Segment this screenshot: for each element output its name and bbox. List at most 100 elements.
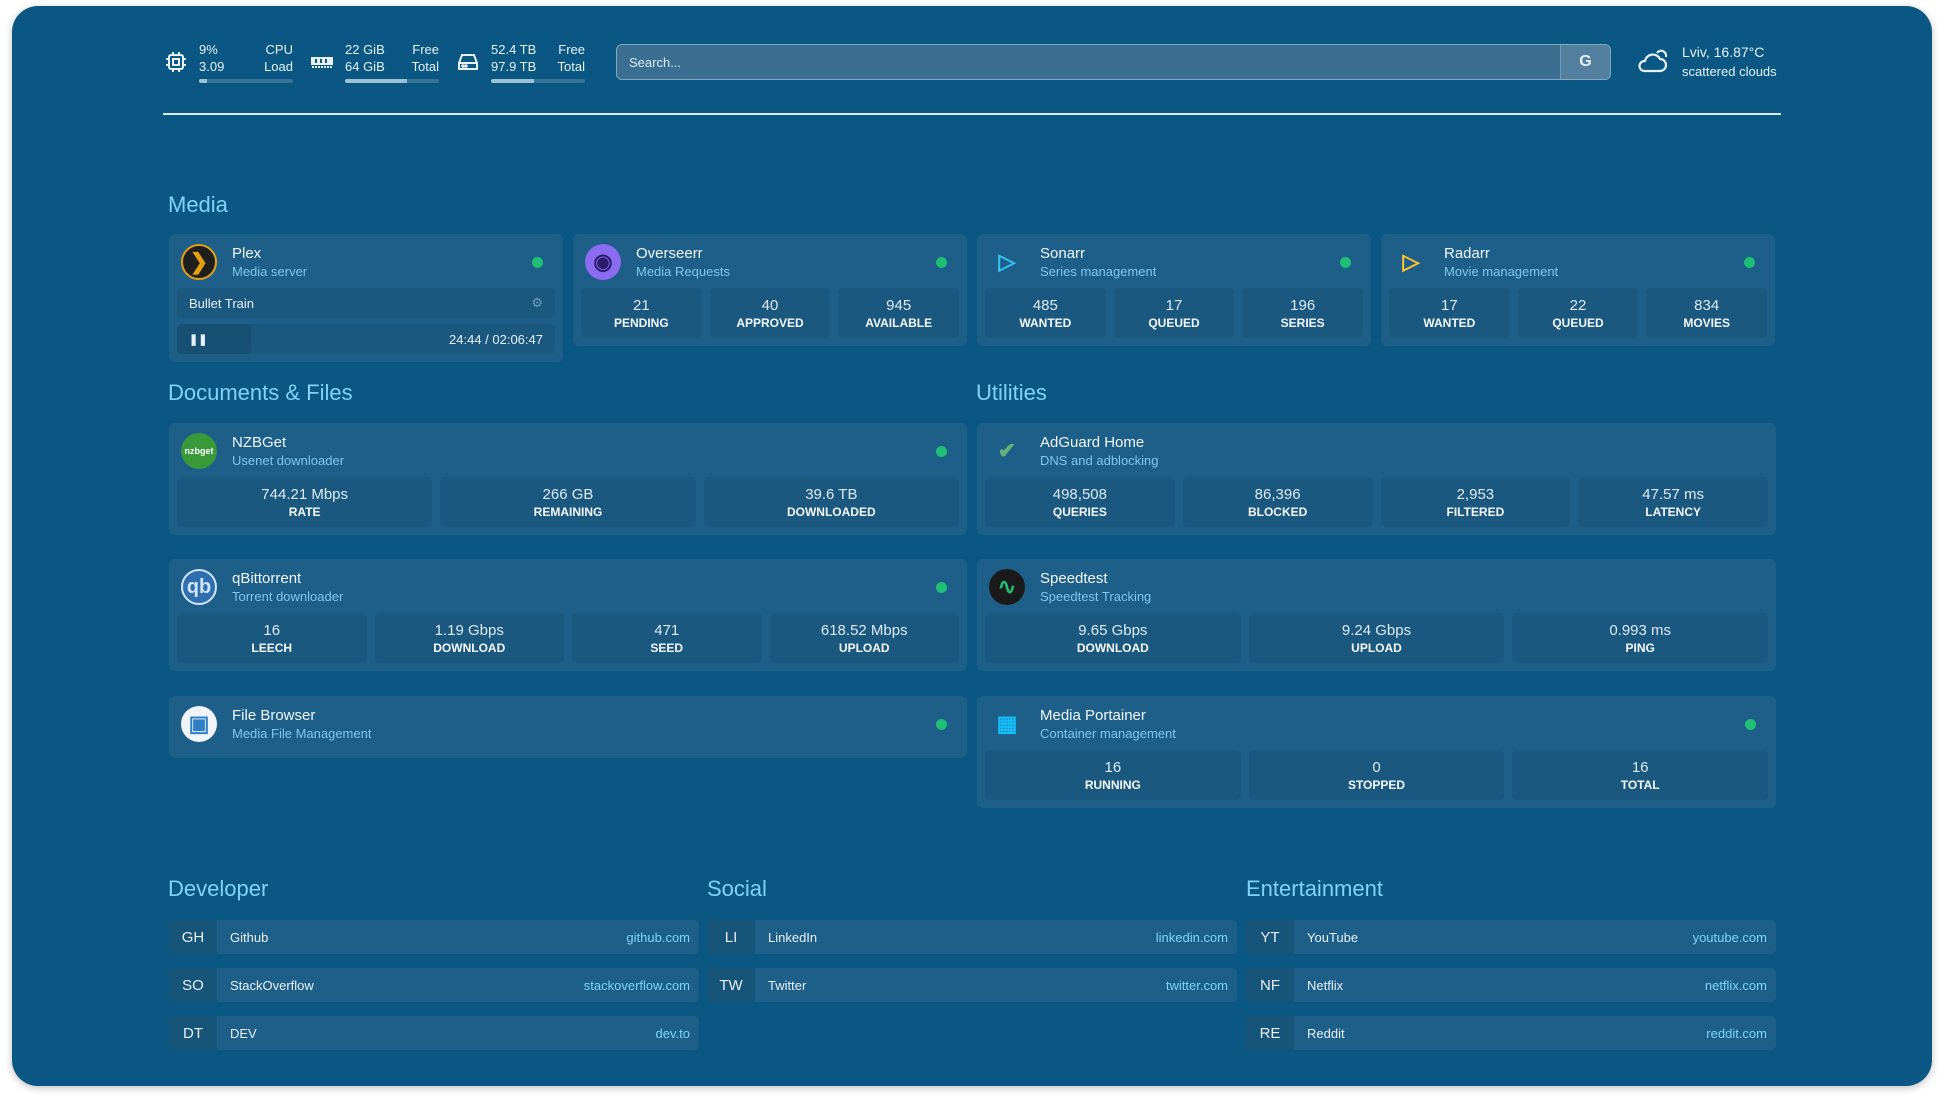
- stat-label: RATE: [288, 504, 321, 519]
- bookmark-name: Twitter: [768, 977, 807, 993]
- bookmark-netflix[interactable]: NF Netflix netflix.com: [1246, 968, 1776, 1002]
- service-name: Overseerr: [636, 245, 703, 262]
- stat-value: 9.24 Gbps: [1341, 621, 1412, 639]
- stat-label: SERIES: [1280, 315, 1325, 330]
- hard-drive-icon: [455, 49, 481, 75]
- stat-label: STOPPED: [1347, 777, 1406, 792]
- section-title-utilities: Utilities: [976, 380, 1047, 405]
- service-card-overseerr[interactable]: ◉ Overseerr Media Requests 21 PENDING 40 APP…: [573, 234, 967, 346]
- pause-icon[interactable]: ❚❚: [189, 333, 208, 346]
- bookmark-name: Github: [230, 929, 269, 945]
- bookmark-abbr: RE: [1246, 1016, 1294, 1050]
- service-description: Container management: [1040, 726, 1176, 741]
- cpu-percent: 9%: [199, 42, 218, 57]
- stat-label: QUERIES: [1052, 504, 1107, 519]
- section-title-developer: Developer: [168, 876, 269, 901]
- service-card-speedtest[interactable]: ∿ Speedtest Speedtest Tracking 9.65 Gbps D…: [977, 559, 1776, 671]
- weather-condition: scattered clouds: [1682, 64, 1777, 79]
- stat-total: 16 TOTAL: [1512, 750, 1769, 800]
- service-card-filebrowser[interactable]: ▣ File Browser Media File Management: [169, 696, 967, 758]
- gear-icon[interactable]: ⚙: [531, 295, 543, 310]
- stat-label: DOWNLOAD: [433, 640, 506, 655]
- stat-value: 40: [761, 296, 779, 314]
- bookmark-abbr: LI: [707, 920, 755, 954]
- portainer-icon: ▦: [996, 711, 1018, 736]
- bookmark-abbr: TW: [707, 968, 755, 1002]
- service-description: Media File Management: [232, 726, 372, 741]
- stat-filtered: 2,953 FILTERED: [1380, 477, 1571, 527]
- stat-value: 16: [1104, 758, 1122, 776]
- stat-label: AVAILABLE: [865, 315, 933, 330]
- service-card-nzbget[interactable]: nzbget NZBGet Usenet downloader 744.21 Mb…: [169, 423, 967, 535]
- now-playing[interactable]: Bullet Train ⚙: [177, 288, 555, 318]
- memory-usage-bar: [345, 79, 439, 83]
- stat-leech: 16 LEECH: [177, 613, 367, 663]
- weather-location: Lviv, 16.87°C: [1682, 44, 1765, 60]
- service-card-qbittorrent[interactable]: qb qBittorrent Torrent downloader 16 LEECH…: [169, 559, 967, 671]
- search-provider-button[interactable]: G: [1560, 45, 1610, 79]
- status-indicator: [532, 256, 543, 268]
- bookmark-name: LinkedIn: [768, 929, 818, 945]
- bookmark-url: linkedin.com: [1155, 929, 1228, 945]
- stat-label: LEECH: [251, 640, 293, 655]
- disk-usage-bar: [491, 79, 585, 83]
- stat-label: DOWNLOAD: [1076, 640, 1149, 655]
- stat-value: 0.993 ms: [1609, 621, 1672, 639]
- bookmark-reddit[interactable]: RE Reddit reddit.com: [1246, 1016, 1776, 1050]
- stat-value: 39.6 TB: [805, 485, 858, 503]
- bookmark-linkedin[interactable]: LI LinkedIn linkedin.com: [707, 920, 1237, 954]
- stat-label: UPLOAD: [838, 640, 890, 655]
- bookmark-stackoverflow[interactable]: SO StackOverflow stackoverflow.com: [169, 968, 699, 1002]
- bookmark-name: YouTube: [1307, 929, 1359, 945]
- stat-value: 47.57 ms: [1642, 485, 1704, 503]
- stat-running: 16 RUNNING: [985, 750, 1241, 800]
- stat-movies: 834 MOVIES: [1646, 288, 1768, 338]
- service-description: Usenet downloader: [232, 453, 345, 468]
- stat-value: 16: [1631, 758, 1649, 776]
- stat-value: 744.21 Mbps: [261, 485, 349, 503]
- service-card-radarr[interactable]: ▷ Radarr Movie management 17 WANTED 22 QUEUE…: [1381, 234, 1775, 346]
- cpu-widget: 9% CPU 3.09 Load: [163, 41, 293, 83]
- status-indicator: [936, 256, 947, 268]
- service-card-portainer[interactable]: ▦ Media Portainer Container management 16…: [977, 696, 1776, 808]
- service-card-sonarr[interactable]: ▷ Sonarr Series management 485 WANTED 17 QUE…: [977, 234, 1371, 346]
- stat-downloaded: 39.6 TB DOWNLOADED: [703, 477, 959, 527]
- search-input[interactable]: [617, 45, 1560, 79]
- section-title-social: Social: [707, 876, 767, 901]
- bookmark-name: Netflix: [1307, 977, 1344, 993]
- status-indicator: [1744, 256, 1755, 268]
- stat-queries: 498,508 QUERIES: [985, 477, 1175, 527]
- search-box: G: [616, 44, 1611, 80]
- bookmark-abbr: NF: [1246, 968, 1294, 1002]
- memory-icon: [309, 49, 335, 75]
- cpu-label: CPU: [265, 42, 293, 57]
- bookmark-github[interactable]: GH Github github.com: [169, 920, 699, 954]
- stat-wanted: 17 WANTED: [1389, 288, 1510, 338]
- cpu-load: 3.09: [199, 59, 225, 74]
- bookmark-twitter[interactable]: TW Twitter twitter.com: [707, 968, 1237, 1002]
- service-name: qBittorrent: [232, 570, 302, 587]
- stat-value: 16: [263, 621, 281, 639]
- bookmark-url: netflix.com: [1704, 977, 1767, 993]
- bookmark-dev[interactable]: DT DEV dev.to: [169, 1016, 699, 1050]
- bookmark-abbr: DT: [169, 1016, 217, 1050]
- load-label: Load: [264, 59, 293, 74]
- plex-icon: ❯: [181, 244, 217, 280]
- stat-remaining: 266 GB REMAINING: [440, 477, 696, 527]
- service-name: Media Portainer: [1040, 707, 1146, 724]
- stat-value: 945: [886, 296, 912, 314]
- service-card-plex[interactable]: ❯ Plex Media server Bullet Train ⚙ ❚❚ 24:44…: [169, 234, 563, 362]
- stat-label: DOWNLOADED: [786, 504, 876, 519]
- stat-queued: 22 QUEUED: [1517, 288, 1639, 338]
- playback-bar[interactable]: ❚❚ 24:44 / 02:06:47: [177, 324, 555, 354]
- memory-free: 22 GiB: [345, 42, 385, 57]
- service-name: Plex: [232, 245, 262, 262]
- stat-download: 9.65 Gbps DOWNLOAD: [985, 613, 1241, 663]
- stat-value: 0: [1372, 758, 1381, 776]
- stat-value: 471: [654, 621, 680, 639]
- qbittorrent-icon: qb: [181, 569, 217, 605]
- header-widgets: 9% CPU 3.09 Load 22 GiB Free 64 GiB Total 52…: [163, 40, 1781, 84]
- bookmark-youtube[interactable]: YT YouTube youtube.com: [1246, 920, 1776, 954]
- service-card-adguard[interactable]: ✔ AdGuard Home DNS and adblocking 498,508…: [977, 423, 1776, 535]
- bookmark-url: github.com: [626, 929, 690, 945]
